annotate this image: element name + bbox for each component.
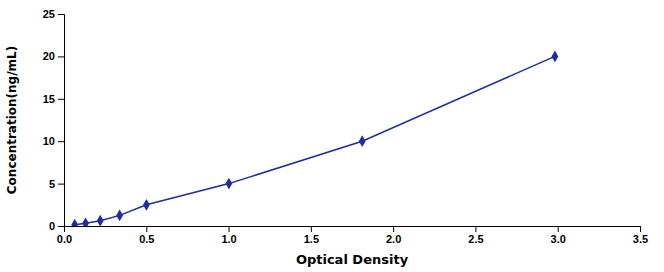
chart: 0.0 0.5 1.0 1.5 2.0 2.5 3.0 3.5 0 5 10 15 20 25 Optica… (0, 0, 664, 272)
tick: 15 (43, 93, 64, 105)
tick: 1.0 (221, 226, 236, 245)
line (75, 56, 555, 224)
tick-label: 2.0 (386, 233, 401, 245)
y-axis: 0 5 10 15 20 25 (43, 8, 65, 232)
y-axis-title: Concentration(ng/mL) (5, 46, 19, 194)
x-axis: 0.0 0.5 1.0 1.5 2.0 2.5 3.0 3.5 (57, 226, 648, 245)
tick: 0.0 (57, 226, 72, 245)
marks (71, 51, 558, 226)
tick: 0 (49, 220, 64, 232)
marker (359, 135, 366, 147)
tick: 25 (43, 8, 64, 20)
tick-label: 20 (43, 50, 55, 62)
tick-label: 1.5 (304, 233, 319, 245)
tick: 5 (49, 178, 64, 190)
marker (97, 215, 104, 226)
marker (116, 210, 123, 222)
tick-mark (393, 226, 394, 232)
tick-label: 25 (43, 8, 55, 20)
tick: 3.5 (633, 226, 648, 245)
tick-mark (311, 226, 312, 232)
tick-label: 10 (43, 135, 55, 147)
axis-domain (58, 15, 65, 227)
tick: 3.0 (551, 226, 566, 245)
x-axis-title: Optical Density (296, 252, 409, 267)
tick-mark (558, 226, 559, 232)
marker (143, 199, 150, 211)
marker (71, 219, 78, 226)
tick-label: 2.5 (468, 233, 483, 245)
tick-label: 0.0 (57, 233, 72, 245)
tick-mark (58, 141, 64, 142)
tick-mark (58, 99, 64, 100)
marker (226, 178, 233, 190)
tick-mark (58, 226, 64, 227)
tick: 1.5 (304, 226, 319, 245)
tick-label: 3.5 (633, 233, 648, 245)
tick: 20 (43, 50, 64, 62)
marker (82, 217, 89, 226)
tick-label: 3.0 (551, 233, 566, 245)
tick-mark (146, 226, 147, 232)
marker (552, 51, 559, 63)
tick: 2.0 (386, 226, 401, 245)
tick-label: 15 (43, 93, 55, 105)
tick-mark (229, 226, 230, 232)
tick-mark (58, 14, 64, 15)
tick-mark (475, 226, 476, 232)
tick-mark (58, 56, 64, 57)
plot: 0.0 0.5 1.0 1.5 2.0 2.5 3.0 3.5 0 5 10 15 20 25 (43, 8, 648, 245)
tick-mark (58, 184, 64, 185)
tick-mark (640, 226, 641, 232)
tick: 10 (43, 135, 64, 147)
tick-label: 5 (49, 178, 55, 190)
tick: 2.5 (468, 226, 483, 245)
tick-label: 1.0 (221, 233, 236, 245)
tick-label: 0 (49, 220, 55, 232)
axis-domain (65, 227, 641, 233)
tick: 0.5 (139, 226, 154, 245)
tick-label: 0.5 (139, 233, 154, 245)
